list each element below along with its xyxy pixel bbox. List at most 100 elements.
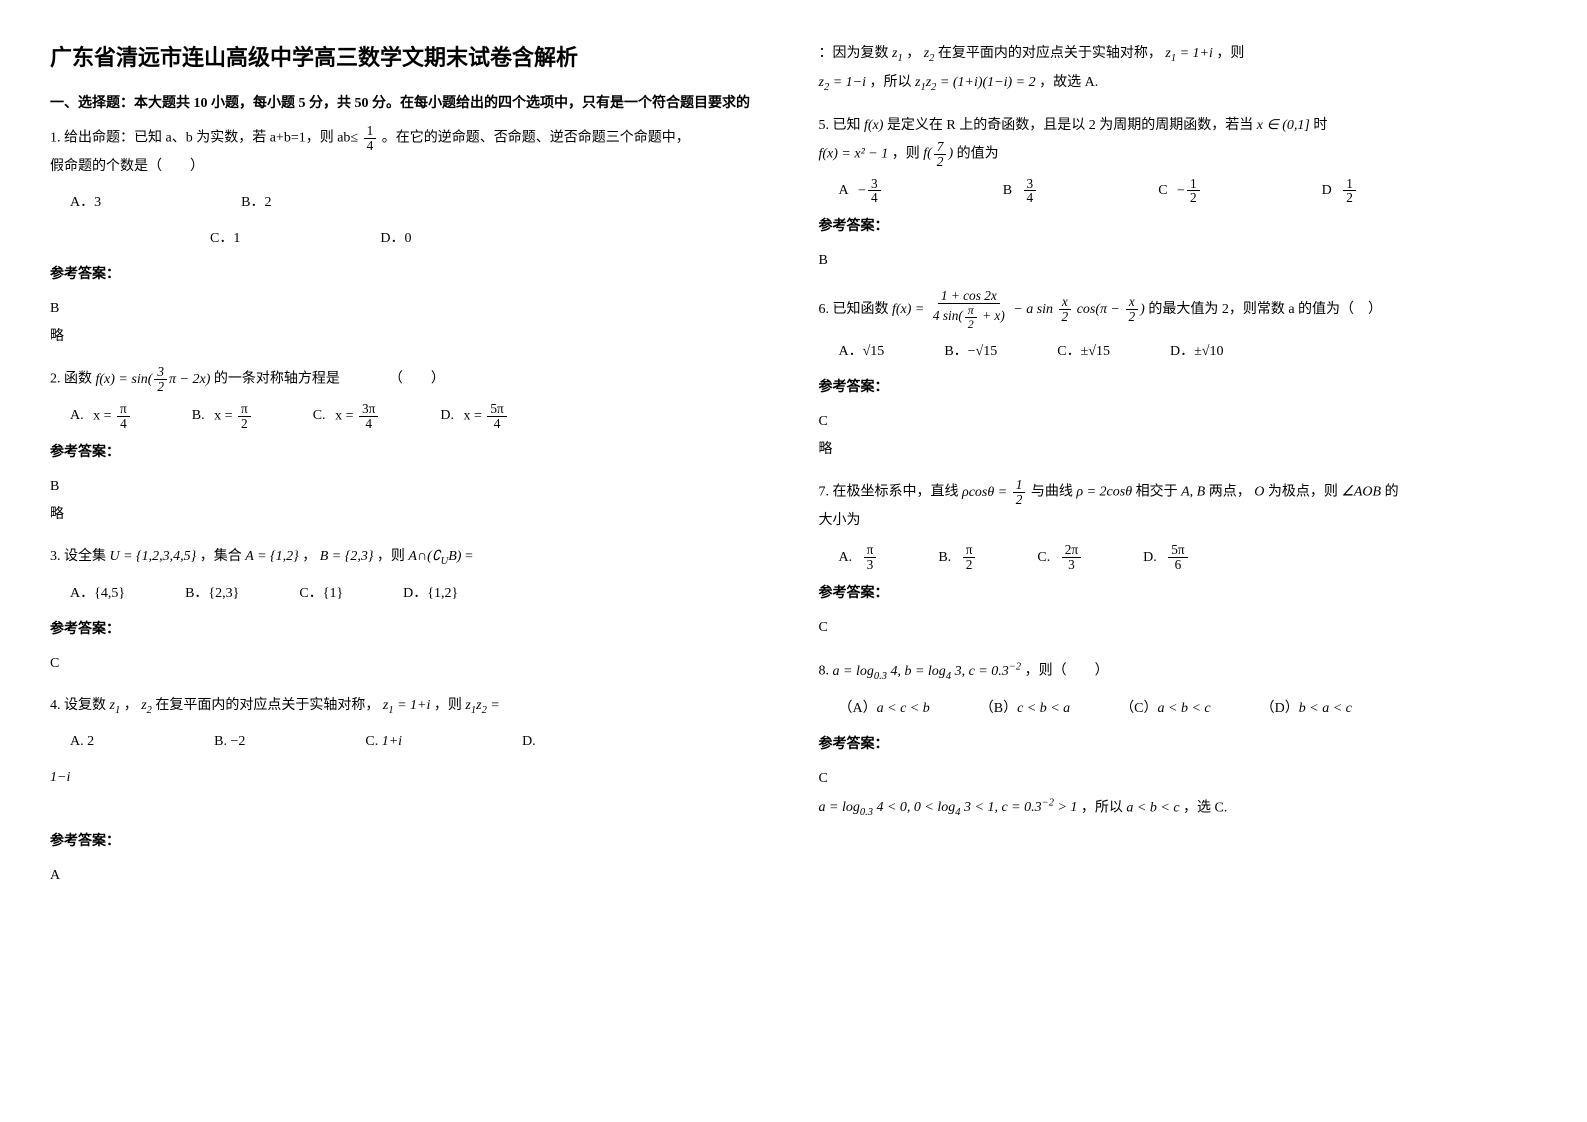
q4-eq1: z1 = 1+i: [383, 698, 431, 713]
q2-answer-label: 参考答案：: [50, 439, 769, 467]
q1-stem-b: 。在它的逆命题、否命题、逆否命题三个命题中，: [382, 131, 690, 146]
q7-ab: A, B: [1181, 485, 1205, 500]
q3-A: A = {1,2}: [245, 549, 298, 564]
q5-answer: B: [819, 247, 1538, 275]
q1-opt-c: C．1: [210, 225, 240, 253]
question-7: 7. 在极坐标系中，直线 ρcosθ = 12 与曲线 ρ = 2cosθ 相交…: [819, 478, 1538, 642]
q6-opt-c: C．±√15: [1057, 338, 1110, 366]
q4-exp-z2eq: z2 = 1−i: [819, 75, 867, 90]
q5-fxeq: f(x) = x² − 1: [819, 146, 889, 161]
q1-opt-a: A．3: [70, 189, 101, 217]
q2-opt-a: A. x = π4: [70, 402, 132, 431]
question-1: 1. 给出命题：已知 a、b 为实数，若 a+b=1，则 ab≤ 14 。在它的…: [50, 124, 769, 351]
q6-opt-d: D．±√10: [1170, 338, 1224, 366]
q4-opt-d: D.: [522, 728, 536, 756]
q2-func: f(x) = sin(32π − 2x): [96, 372, 211, 387]
q7-opt-b: B. π2: [938, 543, 977, 572]
q4-exp-b: 在复平面内的对应点关于实轴对称，: [938, 46, 1162, 61]
q1-answer-label: 参考答案：: [50, 261, 769, 289]
q4-opt-b: B. −2: [214, 728, 245, 756]
q6-stem-a: 6. 已知函数: [819, 302, 889, 317]
q5-stem-c: 时: [1313, 118, 1327, 133]
q5-answer-label: 参考答案：: [819, 213, 1538, 241]
q7-stem-c: 相交于: [1136, 485, 1178, 500]
q2-lue: 略: [50, 501, 769, 529]
frac-1-4: 14: [364, 124, 377, 153]
q6-opt-a: A．√15: [839, 338, 885, 366]
q7-options: A. π3 B. π2 C. 2π3 D. 5π6: [839, 543, 1538, 572]
q8-opt-d: （D）b < a < c: [1261, 695, 1352, 723]
q8-opt-c: （C）a < b < c: [1120, 695, 1210, 723]
q7-stem-g: 大小为: [819, 513, 861, 528]
q8-explain: a = log0.3 4 < 0, 0 < log4 3 < 1, c = 0.…: [819, 793, 1538, 823]
q1-stem-a: 1. 给出命题：已知 a、b 为实数，若 a+b=1，则 ab≤: [50, 131, 358, 146]
q5-options: A −34 B 34 C −12 D 12: [839, 177, 1538, 206]
q4-stem-c: 在复平面内的对应点关于实轴对称，: [155, 698, 379, 713]
q4-opt-c: C. 1+i: [365, 728, 402, 756]
q4-answer-label: 参考答案：: [50, 828, 769, 856]
q3-stem-c: ，则: [377, 549, 405, 564]
q2-stem-b: 的一条对称轴方程是 （ ）: [214, 372, 445, 387]
q5-f72: f(72): [923, 146, 953, 161]
q5-stem-d: ，则: [892, 146, 920, 161]
q6-stem-b: 的最大值为 2，则常数 a 的值为（ ）: [1148, 302, 1382, 317]
q5-opt-a: A −34: [839, 177, 883, 206]
q3-opt-a: A．{4,5}: [70, 580, 125, 608]
q3-comma: ，: [302, 549, 316, 564]
q7-opt-d: D. 5π6: [1143, 543, 1190, 572]
q3-opt-b: B．{2,3}: [185, 580, 239, 608]
q1-lue: 略: [50, 323, 769, 351]
question-4: 4. 设复数 z1 ， z2 在复平面内的对应点关于实轴对称， z1 = 1+i…: [50, 692, 769, 891]
q4-options: A. 2 B. −2 C. 1+i D.: [70, 728, 769, 756]
q4-stem-a: 4. 设复数: [50, 698, 106, 713]
question-6: 6. 已知函数 f(x) = 1 + cos 2x4 sin(π2 + x) −…: [819, 289, 1538, 464]
q4-answer: A: [50, 862, 769, 890]
q4-stem-b: ，: [124, 698, 138, 713]
q4-exp-c: ，则: [1216, 46, 1244, 61]
q5-opt-b: B 34: [1003, 177, 1039, 206]
q3-options: A．{4,5} B．{2,3} C．{1} D．{1,2}: [70, 580, 769, 608]
q3-answer: C: [50, 650, 769, 678]
q5-fx: f(x): [864, 118, 883, 133]
q3-opt-d: D．{1,2}: [403, 580, 458, 608]
q7-opt-a: A. π3: [839, 543, 879, 572]
q3-opt-c: C．{1}: [299, 580, 343, 608]
q8-opt-a: （A）a < c < b: [839, 695, 930, 723]
q5-stem-e: 的值为: [957, 146, 999, 161]
question-8: 8. a = log0.3 4, b = log4 3, c = 0.3−2 ，…: [819, 656, 1538, 823]
q3-expr: A∩(∁UB): [408, 549, 461, 564]
q8-expr: a = log0.3 4, b = log4 3, c = 0.3−2: [833, 664, 1022, 679]
question-3: 3. 设全集 U = {1,2,3,4,5} ，集合 A = {1,2} ， B…: [50, 543, 769, 678]
q7-line: ρcosθ = 12: [962, 485, 1027, 500]
q5-xin: x ∈ (0,1]: [1257, 118, 1310, 133]
q2-answer: B: [50, 473, 769, 501]
q7-stem-d: 两点，: [1209, 485, 1251, 500]
q4-exp-z1eq: z1 = 1+i: [1165, 46, 1213, 61]
q4-exp-prod: z1z2 = (1+i)(1−i) = 2: [915, 75, 1036, 90]
q3-stem-a: 3. 设全集: [50, 549, 106, 564]
q7-opt-c: C. 2π3: [1037, 543, 1083, 572]
q8-options: （A）a < c < b （B）c < b < a （C）a < b < c （…: [839, 695, 1538, 723]
q2-opt-c: C. x = 3π4: [313, 402, 381, 431]
q4-exp-a: ：因为复数: [819, 46, 889, 61]
q4-eq2: z1z2 =: [465, 698, 499, 713]
q7-stem-e: 为极点，则: [1268, 485, 1338, 500]
q7-o: O: [1254, 485, 1264, 500]
q6-opt-b: B．−√15: [944, 338, 997, 366]
question-2: 2. 函数 f(x) = sin(32π − 2x) 的一条对称轴方程是 （ ）…: [50, 365, 769, 529]
q4-opt-a: A. 2: [70, 728, 94, 756]
q4-stem-d: ，则: [434, 698, 462, 713]
q4-z2: z2: [141, 698, 152, 713]
q1-stem-c: 假命题的个数是（ ）: [50, 159, 204, 174]
q3-U: U = {1,2,3,4,5}: [110, 549, 197, 564]
q4-exp-z1: z1: [892, 46, 903, 61]
q8-answer: C: [819, 765, 1538, 793]
doc-title: 广东省清远市连山高级中学高三数学文期末试卷含解析: [50, 40, 769, 72]
q6-func: f(x) = 1 + cos 2x4 sin(π2 + x) − a sin x…: [892, 302, 1145, 317]
q4-exp-d: ，所以: [870, 75, 912, 90]
q3-eq: =: [465, 549, 473, 564]
q1-opt-d: D．0: [380, 225, 411, 253]
q3-B: B = {2,3}: [320, 549, 374, 564]
q7-answer: C: [819, 614, 1538, 642]
question-5: 5. 已知 f(x) 是定义在 R 上的奇函数，且是以 2 为周期的周期函数，若…: [819, 112, 1538, 276]
